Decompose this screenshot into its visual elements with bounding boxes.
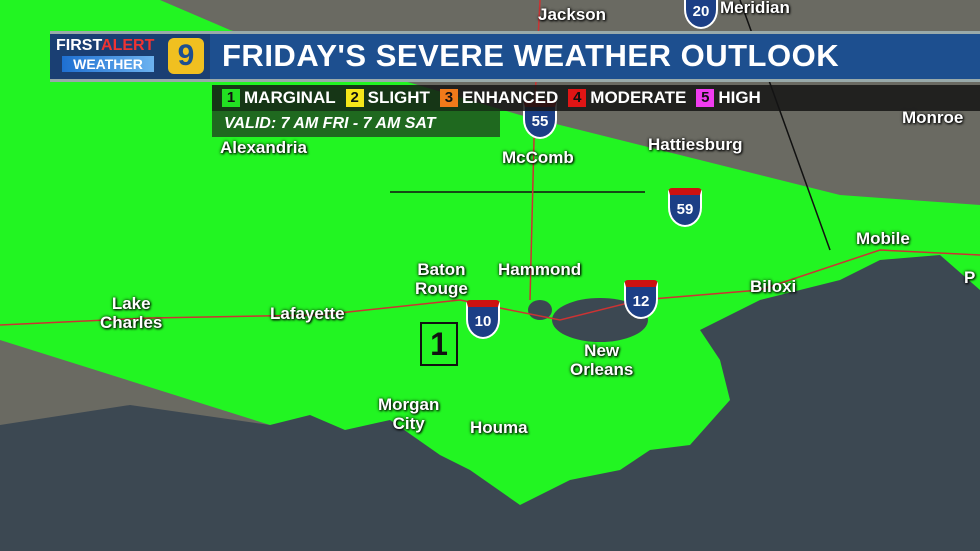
city-new-orleans: New Orleans <box>570 341 634 379</box>
interstate-59-shield: 59 <box>668 188 702 227</box>
city-biloxi: Biloxi <box>750 277 797 296</box>
valid-time: VALID: 7 AM FRI - 7 AM SAT <box>212 111 500 137</box>
interstate-20-shield: 20 <box>684 0 718 29</box>
page-title: FRIDAY'S SEVERE WEATHER OUTLOOK <box>222 38 840 73</box>
city-meridian: Meridian <box>720 0 790 17</box>
legend-item-enhanced: 3 ENHANCED <box>439 88 559 108</box>
city-hattiesburg: Hattiesburg <box>648 135 743 154</box>
legend-label: SLIGHT <box>367 88 430 107</box>
legend-swatch: 2 <box>345 89 364 107</box>
city-monroe: Monroe <box>902 108 964 127</box>
city-mccomb: McComb <box>502 148 574 167</box>
logo-first-alert: FIRSTALERT <box>56 37 155 54</box>
risk-legend: 1 MARGINAL 2 SLIGHT 3 ENHANCED 4 MODERATE 5 HIGH <box>212 85 980 111</box>
city-lake-charles: Lake Charles <box>100 294 163 332</box>
gulf-water <box>0 255 980 551</box>
city-pensacola-partial: P <box>964 268 976 287</box>
legend-item-slight: 2 SLIGHT <box>345 88 430 108</box>
legend-item-moderate: 4 MODERATE <box>568 88 686 108</box>
interstate-10-shield: 10 <box>466 300 500 339</box>
legend-label: HIGH <box>718 88 761 107</box>
city-baton-rouge: Baton Rouge <box>415 260 468 298</box>
city-hammond: Hammond <box>498 260 582 279</box>
title-banner: FIRSTALERT WEATHER 9 FRIDAY'S SEVERE WEA… <box>50 31 980 82</box>
legend-label: MODERATE <box>590 88 687 107</box>
risk-level-label: 1 <box>420 322 458 366</box>
legend-swatch: 4 <box>568 89 587 107</box>
city-jackson: Jackson <box>538 5 607 24</box>
channel-9-logo: 9 <box>168 38 204 74</box>
city-lafayette: Lafayette <box>270 304 345 323</box>
legend-swatch: 1 <box>222 89 240 107</box>
logo-weather: WEATHER <box>62 56 154 72</box>
legend-label: MARGINAL <box>244 88 336 107</box>
legend-label: ENHANCED <box>461 88 559 107</box>
city-mobile: Mobile <box>856 229 910 248</box>
legend-swatch: 5 <box>696 89 715 107</box>
interstate-10-road <box>0 249 980 326</box>
city-alexandria: Alexandria <box>220 138 307 157</box>
legend-swatch: 3 <box>439 89 458 107</box>
legend-item-high: 5 HIGH <box>696 88 761 108</box>
city-houma: Houma <box>470 418 528 437</box>
legend-item-marginal: 1 MARGINAL <box>222 88 336 108</box>
lake-pontchartrain <box>552 298 648 342</box>
interstate-12-shield: 12 <box>624 280 658 319</box>
station-logo: FIRSTALERT WEATHER 9 <box>50 34 210 79</box>
city-morgan-city: Morgan City <box>378 395 440 433</box>
